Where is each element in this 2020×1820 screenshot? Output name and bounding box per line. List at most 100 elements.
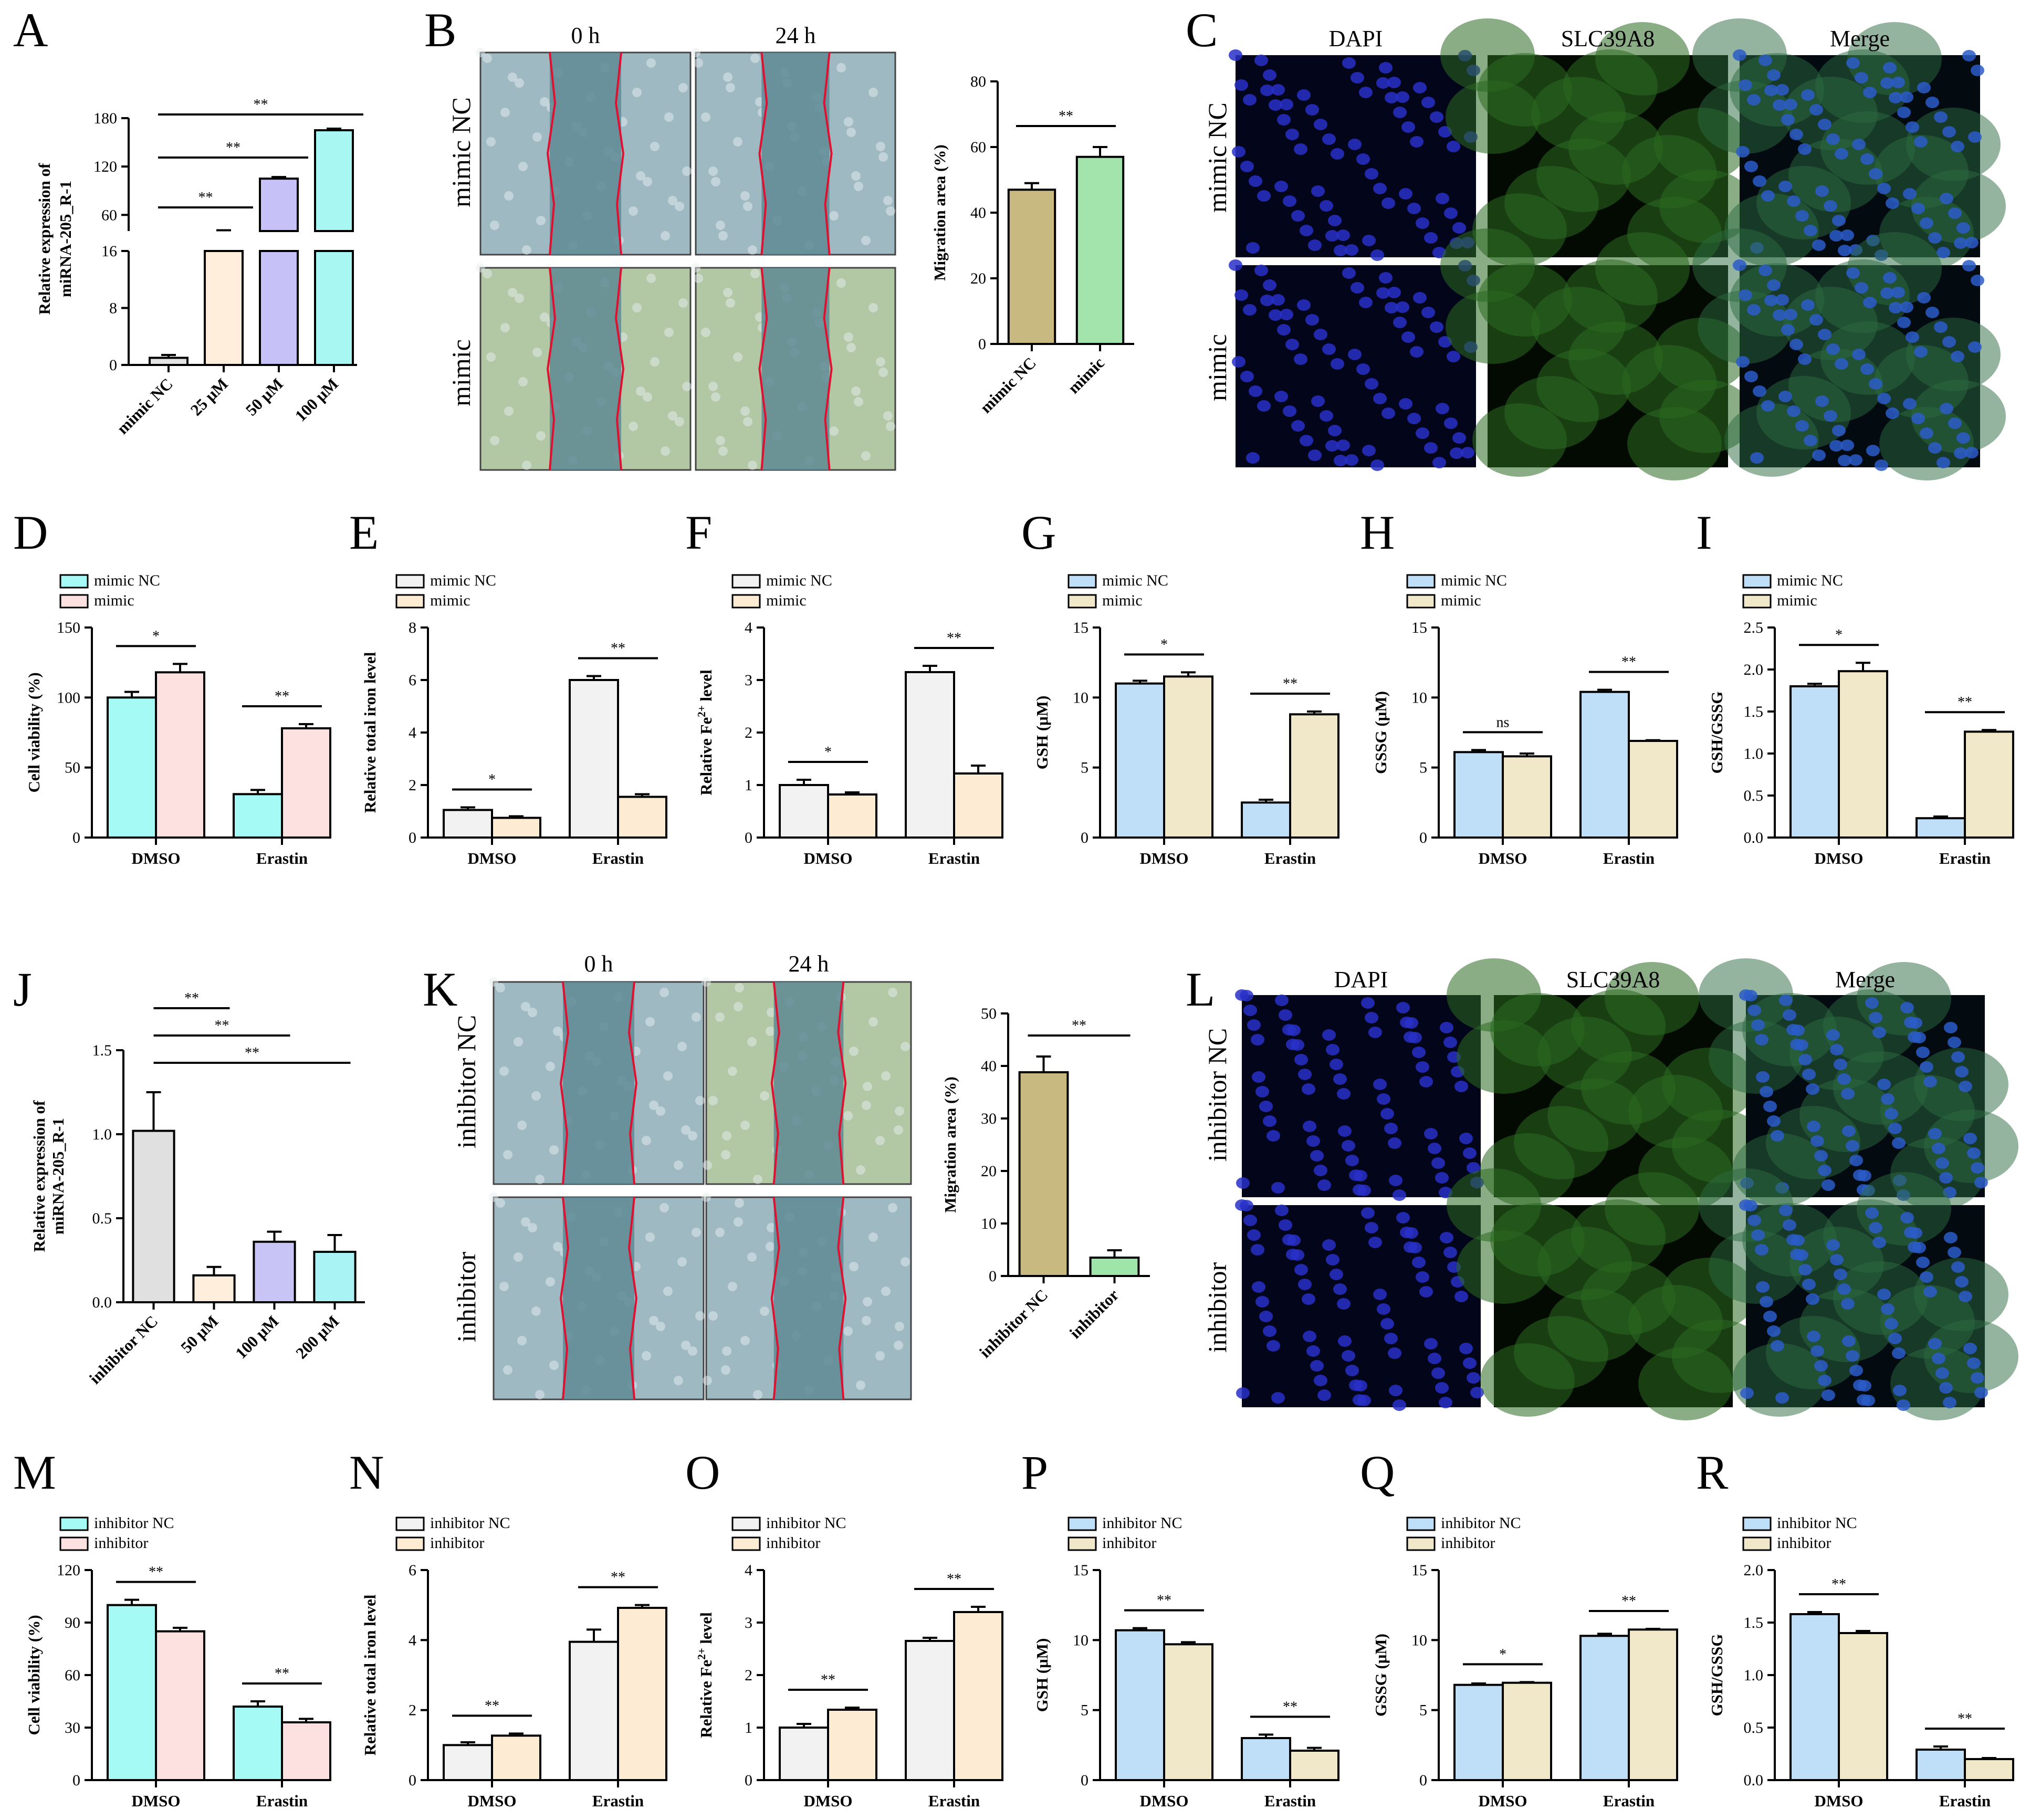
nucleus bbox=[1328, 425, 1342, 436]
nucleus bbox=[1401, 331, 1415, 343]
bar-upper bbox=[259, 177, 299, 232]
nucleus bbox=[1906, 121, 1919, 133]
nucleus bbox=[1454, 1081, 1468, 1092]
nucleus bbox=[1974, 1387, 1988, 1398]
chart-I-tick-label: 0.5 bbox=[1744, 787, 1764, 804]
nucleus bbox=[1345, 244, 1358, 256]
nucleus bbox=[1413, 82, 1427, 93]
chart-F-ylabel-part2: level bbox=[697, 670, 715, 705]
nucleus bbox=[1257, 400, 1271, 412]
legend-label: mimic NC bbox=[94, 572, 160, 589]
nucleus bbox=[1802, 1069, 1816, 1080]
significance-label: ** bbox=[1059, 108, 1073, 124]
nucleus bbox=[1252, 1071, 1265, 1083]
nucleus bbox=[1948, 1037, 1961, 1048]
nucleus bbox=[1920, 1271, 1933, 1283]
nucleus bbox=[1942, 336, 1956, 348]
bar bbox=[132, 1129, 175, 1304]
category-label: inhibitor bbox=[1066, 1285, 1123, 1342]
cell-texture bbox=[535, 1390, 545, 1399]
image-L-inhibitor-nc-0 bbox=[1235, 989, 1484, 1201]
nucleus bbox=[1955, 1276, 1969, 1288]
nucleus bbox=[1855, 72, 1868, 83]
category-label: 100 μM bbox=[232, 1312, 282, 1362]
nucleus bbox=[1467, 1162, 1480, 1174]
nucleus bbox=[1325, 440, 1339, 452]
significance-label: ** bbox=[245, 1045, 259, 1061]
chart-B-tick-label: 20 bbox=[970, 270, 986, 287]
nucleus bbox=[1804, 435, 1817, 446]
nucleus bbox=[1463, 1357, 1477, 1369]
bar bbox=[1789, 1613, 1840, 1781]
nucleus bbox=[1294, 1264, 1308, 1275]
cell-texture bbox=[664, 112, 674, 122]
cell-texture bbox=[508, 72, 517, 82]
nucleus bbox=[1824, 200, 1837, 212]
nucleus bbox=[1419, 1076, 1433, 1087]
cell-signal bbox=[1911, 170, 2006, 243]
nucleus bbox=[1246, 242, 1260, 254]
nucleus bbox=[1917, 292, 1931, 304]
chart-H-tick-label: 15 bbox=[1411, 619, 1427, 636]
cell-texture bbox=[489, 1193, 498, 1202]
column-label: 24 h bbox=[789, 951, 829, 977]
significance-label: ns bbox=[1496, 714, 1510, 730]
nucleus bbox=[1365, 168, 1378, 180]
nucleus bbox=[1909, 1227, 1922, 1239]
significance-label: ** bbox=[821, 1672, 835, 1688]
cell-texture bbox=[531, 1306, 541, 1316]
nucleus bbox=[1771, 1130, 1784, 1142]
cell-texture bbox=[646, 58, 656, 68]
legend-swatch bbox=[731, 574, 761, 589]
nucleus bbox=[1764, 85, 1778, 96]
bar bbox=[1453, 1683, 1504, 1782]
nucleus bbox=[1838, 455, 1851, 466]
chart-F-tick-label: 1 bbox=[745, 777, 752, 794]
cell-signal bbox=[1478, 263, 1572, 337]
nucleus bbox=[1971, 65, 1984, 76]
nucleus bbox=[1342, 57, 1356, 69]
group-label: Erastin bbox=[256, 849, 308, 867]
wound-gap bbox=[563, 1197, 634, 1399]
nucleus bbox=[1920, 427, 1933, 439]
chart-O-ylabel-part2: level bbox=[697, 1612, 715, 1648]
nucleus bbox=[1869, 378, 1882, 390]
cell-texture bbox=[518, 377, 528, 386]
nucleus bbox=[1302, 1293, 1315, 1305]
legend-swatch bbox=[395, 1516, 425, 1531]
bar bbox=[1115, 1629, 1165, 1782]
nucleus bbox=[1305, 314, 1319, 326]
nucleus bbox=[1889, 92, 1902, 103]
cell-signal bbox=[1478, 53, 1572, 127]
nucleus bbox=[1955, 1066, 1969, 1078]
nucleus bbox=[1863, 297, 1877, 308]
cell-texture bbox=[532, 348, 542, 357]
nucleus bbox=[1236, 1177, 1250, 1189]
cell-texture bbox=[883, 196, 893, 205]
wound-edge-left bbox=[546, 267, 557, 470]
nucleus bbox=[1781, 324, 1795, 336]
nucleus bbox=[1801, 89, 1815, 101]
nucleus bbox=[1900, 91, 1913, 103]
bar bbox=[1289, 1750, 1339, 1781]
nucleus bbox=[1866, 445, 1880, 456]
significance-label: ** bbox=[1958, 1711, 1972, 1727]
nucleus bbox=[1747, 304, 1761, 316]
chart-O-ylabel-sup: 2+ bbox=[695, 1648, 708, 1659]
cell-texture bbox=[868, 303, 878, 312]
cell-texture bbox=[711, 177, 720, 186]
cell-texture bbox=[695, 1311, 705, 1321]
nucleus bbox=[1925, 97, 1939, 108]
bar bbox=[1628, 1628, 1678, 1781]
nucleus bbox=[1756, 1281, 1770, 1293]
nucleus bbox=[1461, 447, 1474, 458]
tick-label: 120 bbox=[93, 158, 117, 175]
nucleus bbox=[1424, 232, 1438, 244]
nucleus bbox=[1277, 114, 1291, 125]
nucleus bbox=[1243, 304, 1257, 316]
cell-texture bbox=[536, 216, 546, 225]
cell-texture bbox=[650, 357, 660, 367]
nucleus bbox=[1424, 442, 1438, 454]
nucleus bbox=[1877, 393, 1891, 404]
nucleus bbox=[1928, 1338, 1942, 1350]
